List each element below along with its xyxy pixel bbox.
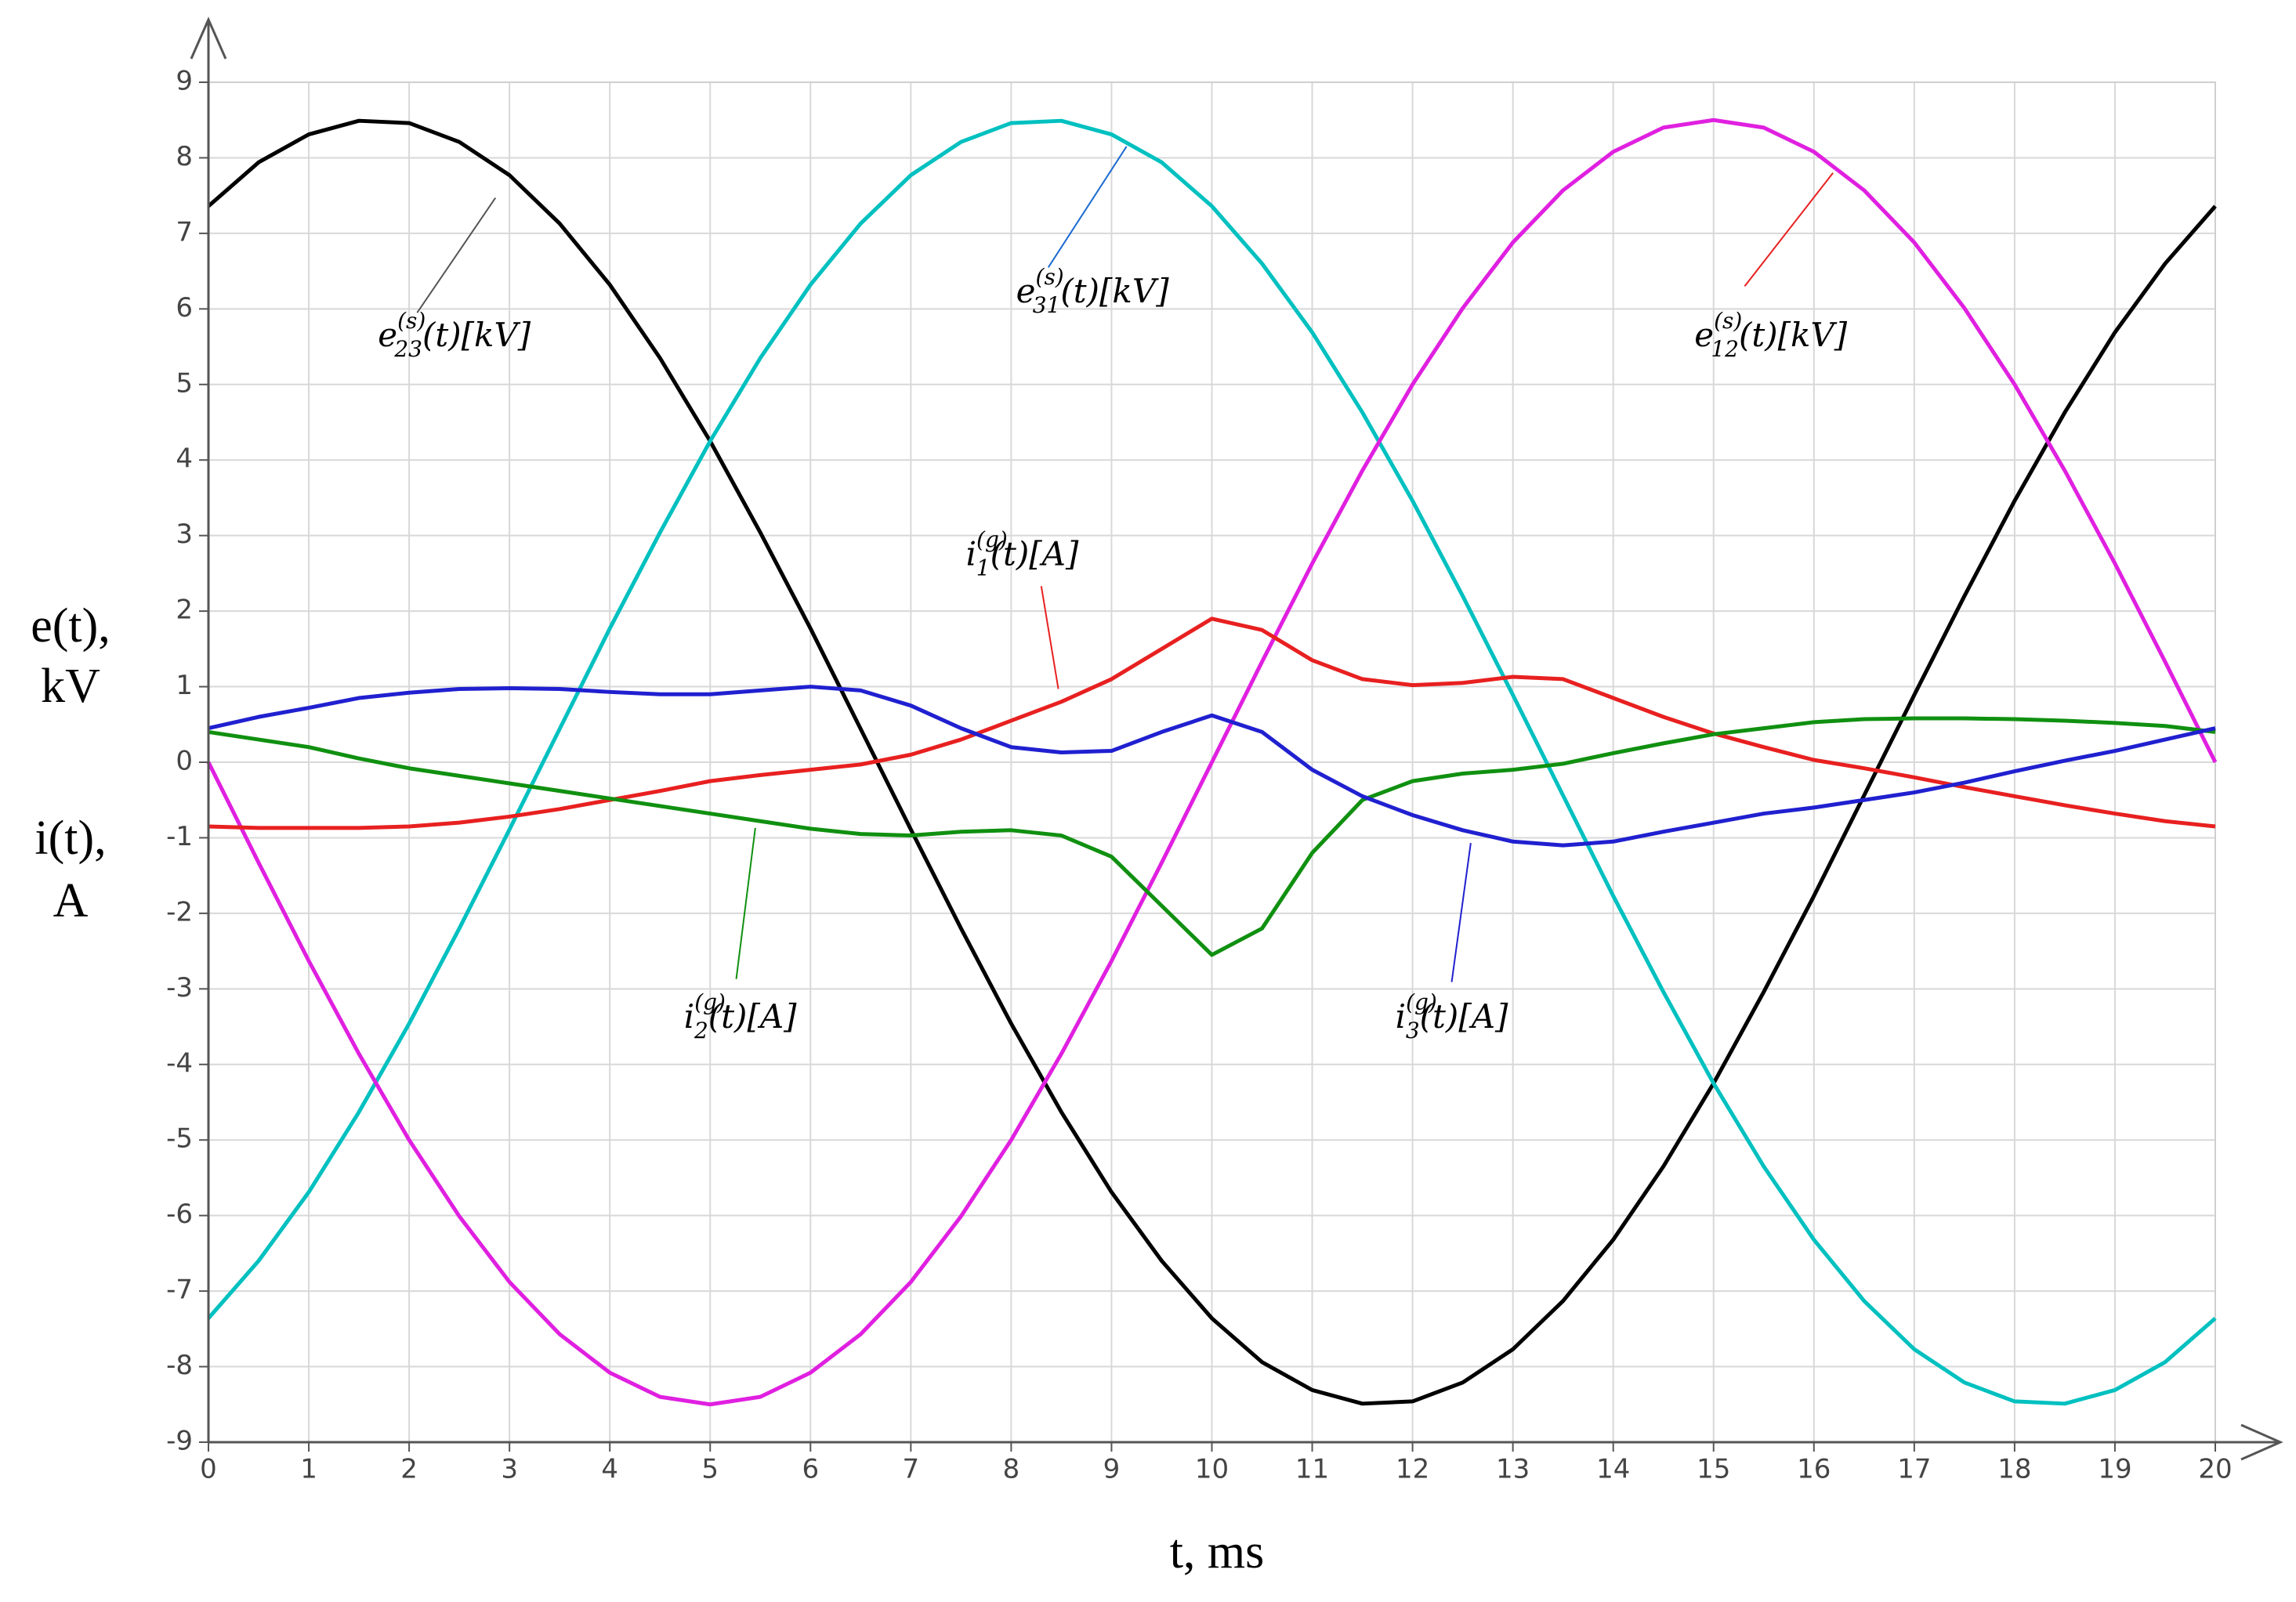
label-base: i (966, 535, 976, 573)
annotations: e(s) 23(t)[kV]e(s) 31(t)[kV]e(s) 12(t)[kV]i… (378, 146, 1848, 1043)
x-tick-label: 12 (1396, 1454, 1429, 1485)
y-tick-label: 8 (176, 141, 193, 172)
x-tick-label: 9 (1103, 1454, 1121, 1485)
y-axis-title: A (53, 874, 89, 928)
y-tick-label: -9 (166, 1426, 193, 1457)
x-tick-label: 14 (1596, 1454, 1630, 1485)
label-sup: (s) (1036, 264, 1064, 290)
x-tick-label: 18 (1997, 1454, 2031, 1485)
leader-line (1744, 172, 1834, 287)
x-tick-label: 8 (1003, 1454, 1020, 1485)
y-tick-label: -4 (166, 1047, 193, 1079)
x-tick-label: 19 (2098, 1454, 2131, 1485)
y-tick-label: 0 (176, 746, 193, 777)
y-tick-label: -7 (166, 1275, 193, 1306)
series-line (206, 118, 2218, 1407)
x-tick-label: 20 (2198, 1454, 2232, 1485)
y-tick-label: -2 (166, 896, 193, 928)
label-rest: (t)[A] (708, 997, 797, 1036)
y-tick-label: 7 (176, 216, 193, 248)
leader-line (735, 827, 756, 979)
axes (190, 16, 2283, 1461)
label-rest: (t)[kV] (422, 316, 531, 354)
label-rest: (t)[A] (990, 535, 1079, 573)
label-sub: 3 (1406, 1017, 1420, 1043)
y-tick-label: 5 (176, 367, 193, 399)
label-base: e (1016, 272, 1036, 310)
y-tick-label: 9 (176, 66, 193, 97)
y-tick-label: -3 (166, 972, 193, 1004)
label-sup: (g) (976, 526, 1008, 552)
y-axis-arrow (190, 16, 227, 60)
x-tick-label: 2 (400, 1454, 418, 1485)
label-sub: 23 (393, 335, 422, 361)
x-tick-label: 11 (1295, 1454, 1329, 1485)
label-sub: 1 (976, 555, 990, 580)
y-tick-label: -8 (166, 1350, 193, 1381)
label-sup: (s) (1714, 307, 1742, 333)
series-label: i(g) 1(t)[A] (966, 526, 1079, 580)
y-axis-title: e(t), (31, 599, 110, 653)
x-tick-label: 16 (1797, 1454, 1831, 1485)
series-line (207, 118, 2217, 1406)
series-label: e(s) 31(t)[kV] (1016, 264, 1170, 318)
x-tick-label: 4 (601, 1454, 618, 1485)
series-line (208, 716, 2216, 957)
label-rest: (t)[kV] (1060, 272, 1169, 310)
y-axis-title: kV (41, 660, 100, 713)
label-rest: (t)[kV] (1739, 316, 1848, 354)
x-tick-label: 5 (701, 1454, 719, 1485)
x-tick-label: 6 (802, 1454, 819, 1485)
label-base: e (378, 316, 397, 354)
leader-line (1040, 586, 1059, 689)
series-label: i(g) 3(t)[A] (1396, 989, 1508, 1043)
series-line (208, 685, 2216, 848)
x-tick-label: 7 (903, 1454, 920, 1485)
label-sub: 31 (1033, 292, 1061, 318)
label-sup: (s) (397, 307, 426, 333)
x-tick-label: 17 (1897, 1454, 1931, 1485)
y-tick-label: -5 (166, 1123, 193, 1155)
y-tick-label: -1 (166, 821, 193, 852)
series-label: e(s) 23(t)[kV] (378, 307, 531, 361)
series-line (208, 617, 2216, 830)
y-tick-label: 1 (176, 670, 193, 701)
label-base: i (684, 997, 694, 1036)
y-tick-label: 2 (176, 595, 193, 626)
x-tick-label: 0 (200, 1454, 217, 1485)
x-tick-label: 10 (1195, 1454, 1229, 1485)
x-tick-label: 1 (300, 1454, 317, 1485)
y-axis-title: i(t), (34, 812, 106, 865)
series-lines (206, 118, 2218, 1407)
series-label: i(g) 2(t)[A] (684, 989, 797, 1043)
leader-line (416, 197, 497, 313)
leader-line (1047, 146, 1128, 268)
label-sup: (g) (1406, 989, 1437, 1014)
label-sub: 12 (1711, 335, 1739, 361)
x-tick-label: 15 (1697, 1454, 1730, 1485)
label-rest: (t)[A] (1420, 997, 1508, 1036)
y-tick-label: 6 (176, 292, 193, 324)
y-tick-label: 3 (176, 519, 193, 550)
y-tick-label: -6 (166, 1199, 193, 1230)
series-label: e(s) 12(t)[kV] (1694, 307, 1848, 361)
y-tick-label: 4 (176, 443, 193, 475)
series-line (207, 118, 2217, 1406)
label-sup: (g) (694, 989, 726, 1014)
grid (208, 81, 2216, 1443)
x-axis-title: t, ms (1170, 1525, 1265, 1578)
label-base: i (1396, 997, 1406, 1036)
x-axis-arrow (2240, 1423, 2283, 1461)
ticks: 0 1 2 3 4 5 6 7 8 9 10 11 12 13 14 15 16 17 18 19 20-9-8-7-6… (166, 66, 2233, 1485)
x-tick-label: 13 (1496, 1454, 1530, 1485)
x-tick-label: 3 (501, 1454, 518, 1485)
label-sub: 2 (694, 1017, 708, 1043)
label-base: e (1694, 316, 1714, 354)
leader-line (1450, 843, 1472, 982)
